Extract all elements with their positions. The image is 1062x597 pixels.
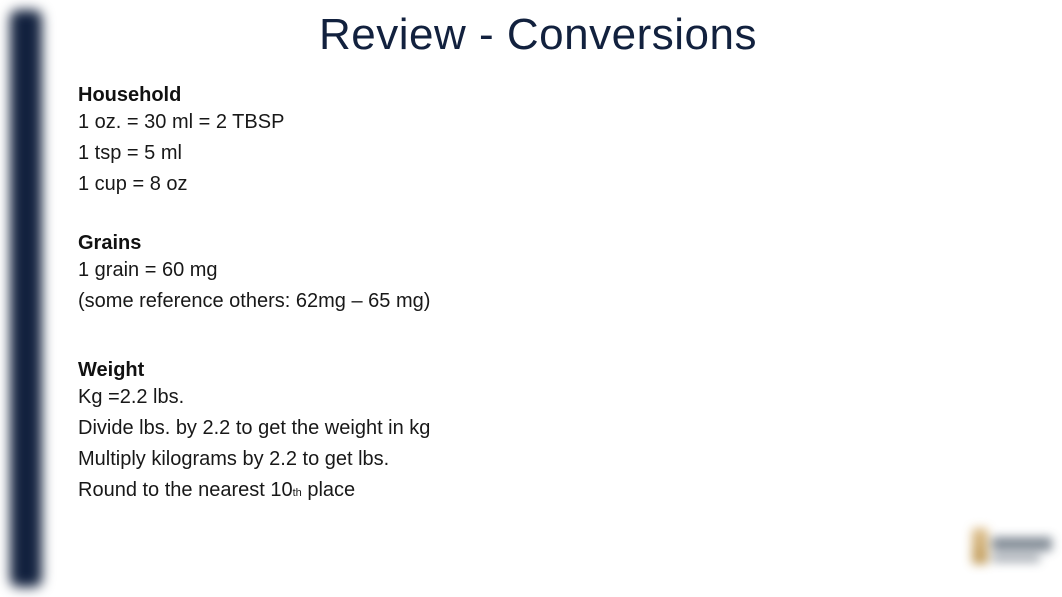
grains-line-2: (some reference others: 62mg – 65 mg) — [78, 286, 998, 317]
section-household: Household 1 oz. = 30 ml = 2 TBSP 1 tsp =… — [78, 84, 998, 200]
page-title: Review - Conversions — [78, 10, 998, 60]
weight-line-2: Divide lbs. by 2.2 to get the weight in … — [78, 413, 998, 444]
grains-heading: Grains — [78, 232, 998, 255]
watermark-text-blur — [992, 537, 1052, 551]
household-heading: Household — [78, 84, 998, 107]
weight-line-4: Round to the nearest 10th place — [78, 475, 998, 506]
spacer — [78, 200, 998, 228]
section-grains: Grains 1 grain = 60 mg (some reference o… — [78, 232, 998, 317]
weight-heading: Weight — [78, 359, 998, 382]
spacer — [78, 317, 998, 355]
weight-line-1: Kg =2.2 lbs. — [78, 382, 998, 413]
weight-line-3: Multiply kilograms by 2.2 to get lbs. — [78, 444, 998, 475]
household-line-3: 1 cup = 8 oz — [78, 169, 998, 200]
household-line-2: 1 tsp = 5 ml — [78, 138, 998, 169]
slide-content: Review - Conversions Household 1 oz. = 3… — [78, 0, 998, 506]
household-line-1: 1 oz. = 30 ml = 2 TBSP — [78, 107, 998, 138]
weight-line-4-suffix: place — [302, 479, 355, 501]
section-weight: Weight Kg =2.2 lbs. Divide lbs. by 2.2 t… — [78, 359, 998, 506]
watermark-subtext-blur — [992, 555, 1040, 562]
grains-line-1: 1 grain = 60 mg — [78, 255, 998, 286]
weight-line-4-subscript: th — [293, 487, 302, 499]
watermark-icon — [972, 528, 988, 564]
left-accent-bar — [10, 10, 42, 587]
weight-line-4-prefix: Round to the nearest 10 — [78, 479, 293, 501]
watermark-logo — [964, 523, 1054, 573]
